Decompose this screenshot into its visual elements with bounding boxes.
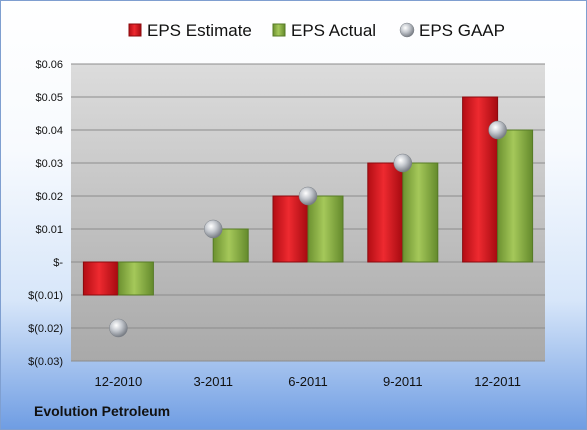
legend-label: EPS GAAP	[419, 21, 505, 40]
y-tick-label: $0.05	[35, 92, 63, 104]
eps-estimate-bar	[82, 261, 119, 296]
eps-actual-bar	[307, 195, 344, 263]
eps-gaap-marker	[203, 219, 223, 239]
legend-swatch	[272, 23, 286, 37]
legend-swatch	[399, 22, 415, 38]
eps-gaap-marker	[488, 120, 507, 140]
y-tick-label: $0.03	[35, 158, 63, 170]
eps-estimate-bar	[367, 162, 404, 263]
y-tick-label: $0.02	[35, 191, 63, 203]
eps-gaap-marker	[298, 186, 318, 206]
y-tick-label: $0.06	[35, 59, 63, 71]
eps-gaap-marker	[109, 318, 128, 338]
company-name: Evolution Petroleum	[34, 403, 171, 419]
eps-gaap-marker	[393, 153, 413, 173]
eps-actual-bar	[497, 129, 534, 263]
x-tick-label: 3-2011	[193, 374, 233, 389]
y-tick-label: $(0.02)	[28, 323, 63, 335]
eps-estimate-bar	[272, 195, 309, 263]
x-tick-label: 9-2011	[383, 374, 423, 389]
y-tick-label: $(0.01)	[28, 290, 63, 302]
eps-actual-bar	[117, 261, 154, 296]
eps-actual-bar	[402, 162, 439, 263]
x-tick-label: 12-2010	[95, 374, 143, 389]
legend-swatch	[128, 23, 142, 37]
x-tick-label: 6-2011	[288, 374, 328, 389]
y-tick-label: $-	[53, 257, 63, 269]
legend-label: EPS Actual	[291, 21, 376, 40]
y-tick-label: $(0.03)	[28, 356, 63, 368]
y-tick-label: $0.01	[35, 224, 63, 236]
y-tick-label: $0.04	[35, 125, 63, 137]
x-tick-label: 12-2011	[474, 374, 521, 389]
eps-estimate-bar	[462, 96, 499, 263]
legend-label: EPS Estimate	[147, 21, 252, 40]
